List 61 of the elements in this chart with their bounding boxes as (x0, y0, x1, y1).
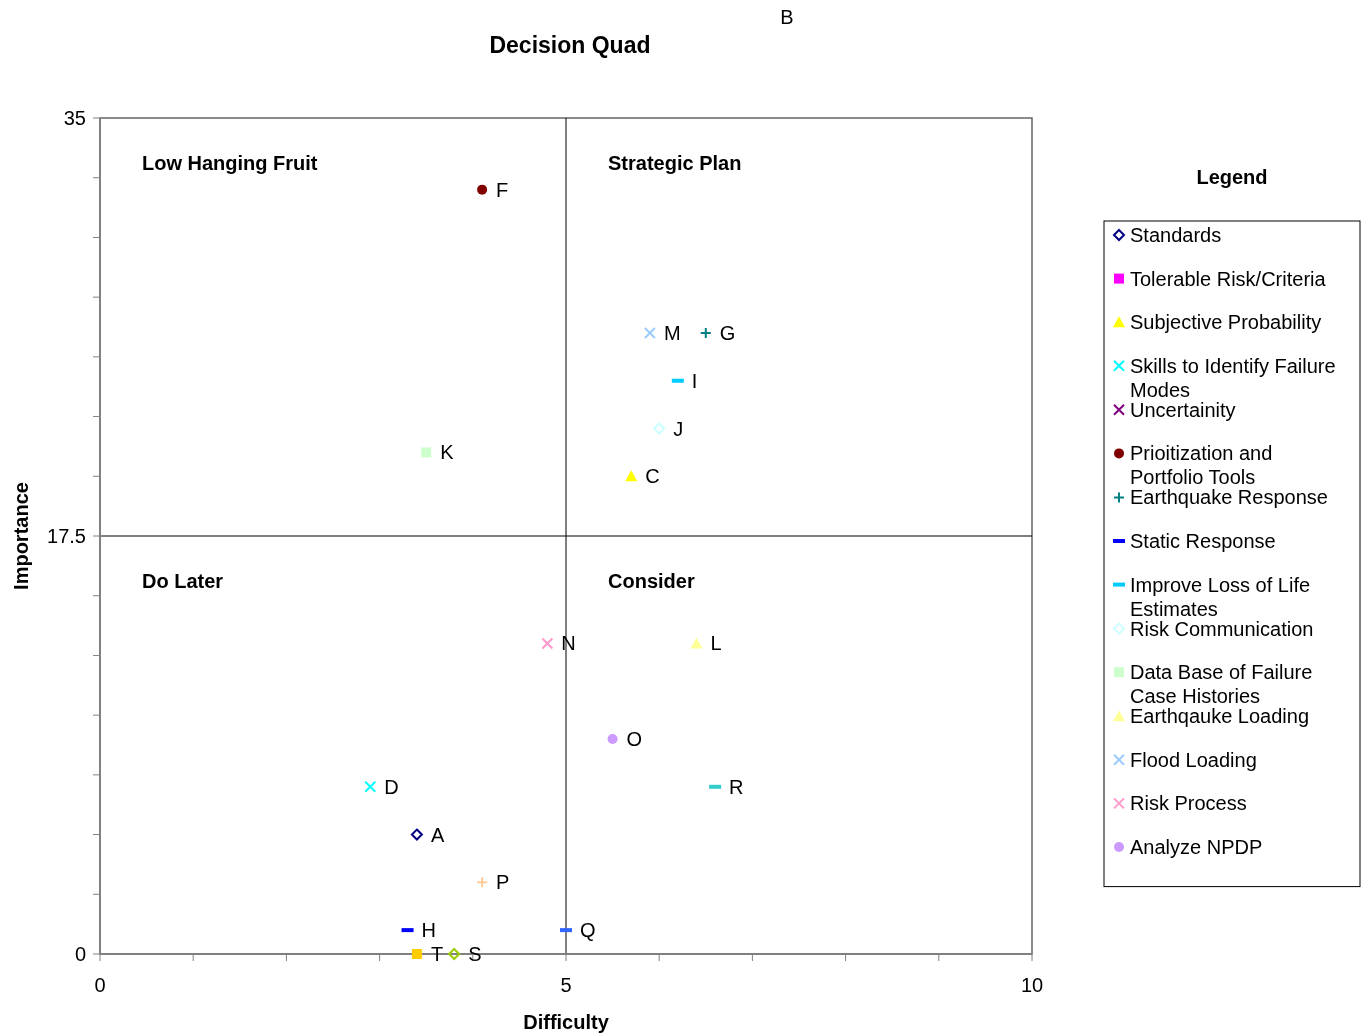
y-tick-label: 0 (74, 943, 86, 965)
legend-label: Data Base of Failure Case Histories (1130, 661, 1313, 708)
legend-label: Earthqauke Loading (1130, 705, 1310, 728)
legend-label: Tolerable Risk/Criteria (1130, 267, 1327, 290)
annotation: Strategic Plan (608, 152, 742, 174)
point (541, 637, 554, 650)
annotation: L (710, 632, 722, 655)
annotation: J (673, 417, 684, 440)
annotation: T (430, 943, 444, 965)
point (625, 470, 638, 482)
y-tick-label: 17.5 (47, 525, 86, 547)
point (690, 637, 703, 649)
point (477, 184, 488, 195)
point (421, 447, 432, 458)
point (448, 948, 461, 960)
point (643, 326, 656, 339)
legend-label: Flood Loading (1130, 748, 1257, 771)
x-axis-title: Difficulty (523, 1011, 610, 1033)
annotation: Low Hanging Fruit (142, 152, 318, 174)
legend-label: Subjective Probability (1130, 311, 1322, 334)
x-tick-label: 5 (560, 974, 572, 996)
annotation: H (421, 919, 437, 942)
legend-label: Improve Loss of Life Estimates (1130, 573, 1311, 620)
legend-label: Risk Process (1130, 792, 1247, 815)
legend-label: Skills to Identify Failure Modes (1130, 354, 1336, 401)
point (607, 734, 618, 745)
annotation: R (729, 775, 744, 798)
x-tick-label: 0 (94, 974, 106, 996)
annotation: S (468, 943, 482, 965)
annotation: P (496, 871, 510, 894)
legend-title: Legend (1196, 166, 1268, 188)
text: B (780, 6, 794, 28)
annotation: D (384, 775, 399, 798)
annotation: Do Later (142, 570, 224, 592)
x-tick-label: 10 (1020, 974, 1044, 996)
annotation: N (561, 632, 576, 655)
chart-title: Decision Quad (489, 32, 651, 58)
annotation: Consider (608, 570, 695, 592)
annotation: G (719, 321, 736, 344)
legend-label: Analyze NPDP (1130, 836, 1263, 858)
annotation: M (663, 321, 681, 344)
legend-label: Earthquake Response (1130, 486, 1328, 509)
legend-label: Standards (1130, 224, 1222, 246)
annotation: O (626, 728, 643, 751)
point (364, 780, 377, 793)
y-axis-title: Importance (10, 482, 32, 590)
legend-label: Static Response (1130, 530, 1276, 552)
legend-label: Prioitization and Portfolio Tools (1130, 442, 1273, 489)
annotation: Q (580, 919, 596, 942)
point (476, 876, 489, 889)
annotation: C (645, 465, 660, 488)
legend-label: Uncertainity (1130, 398, 1236, 421)
point (410, 828, 423, 841)
point (653, 422, 666, 435)
annotation: I (691, 369, 698, 392)
annotation: F (496, 178, 509, 201)
annotation: A (430, 823, 445, 846)
annotation: K (440, 441, 455, 464)
legend-label: Risk Communication (1130, 617, 1314, 640)
point (411, 949, 422, 959)
y-tick-label: 35 (63, 107, 86, 129)
